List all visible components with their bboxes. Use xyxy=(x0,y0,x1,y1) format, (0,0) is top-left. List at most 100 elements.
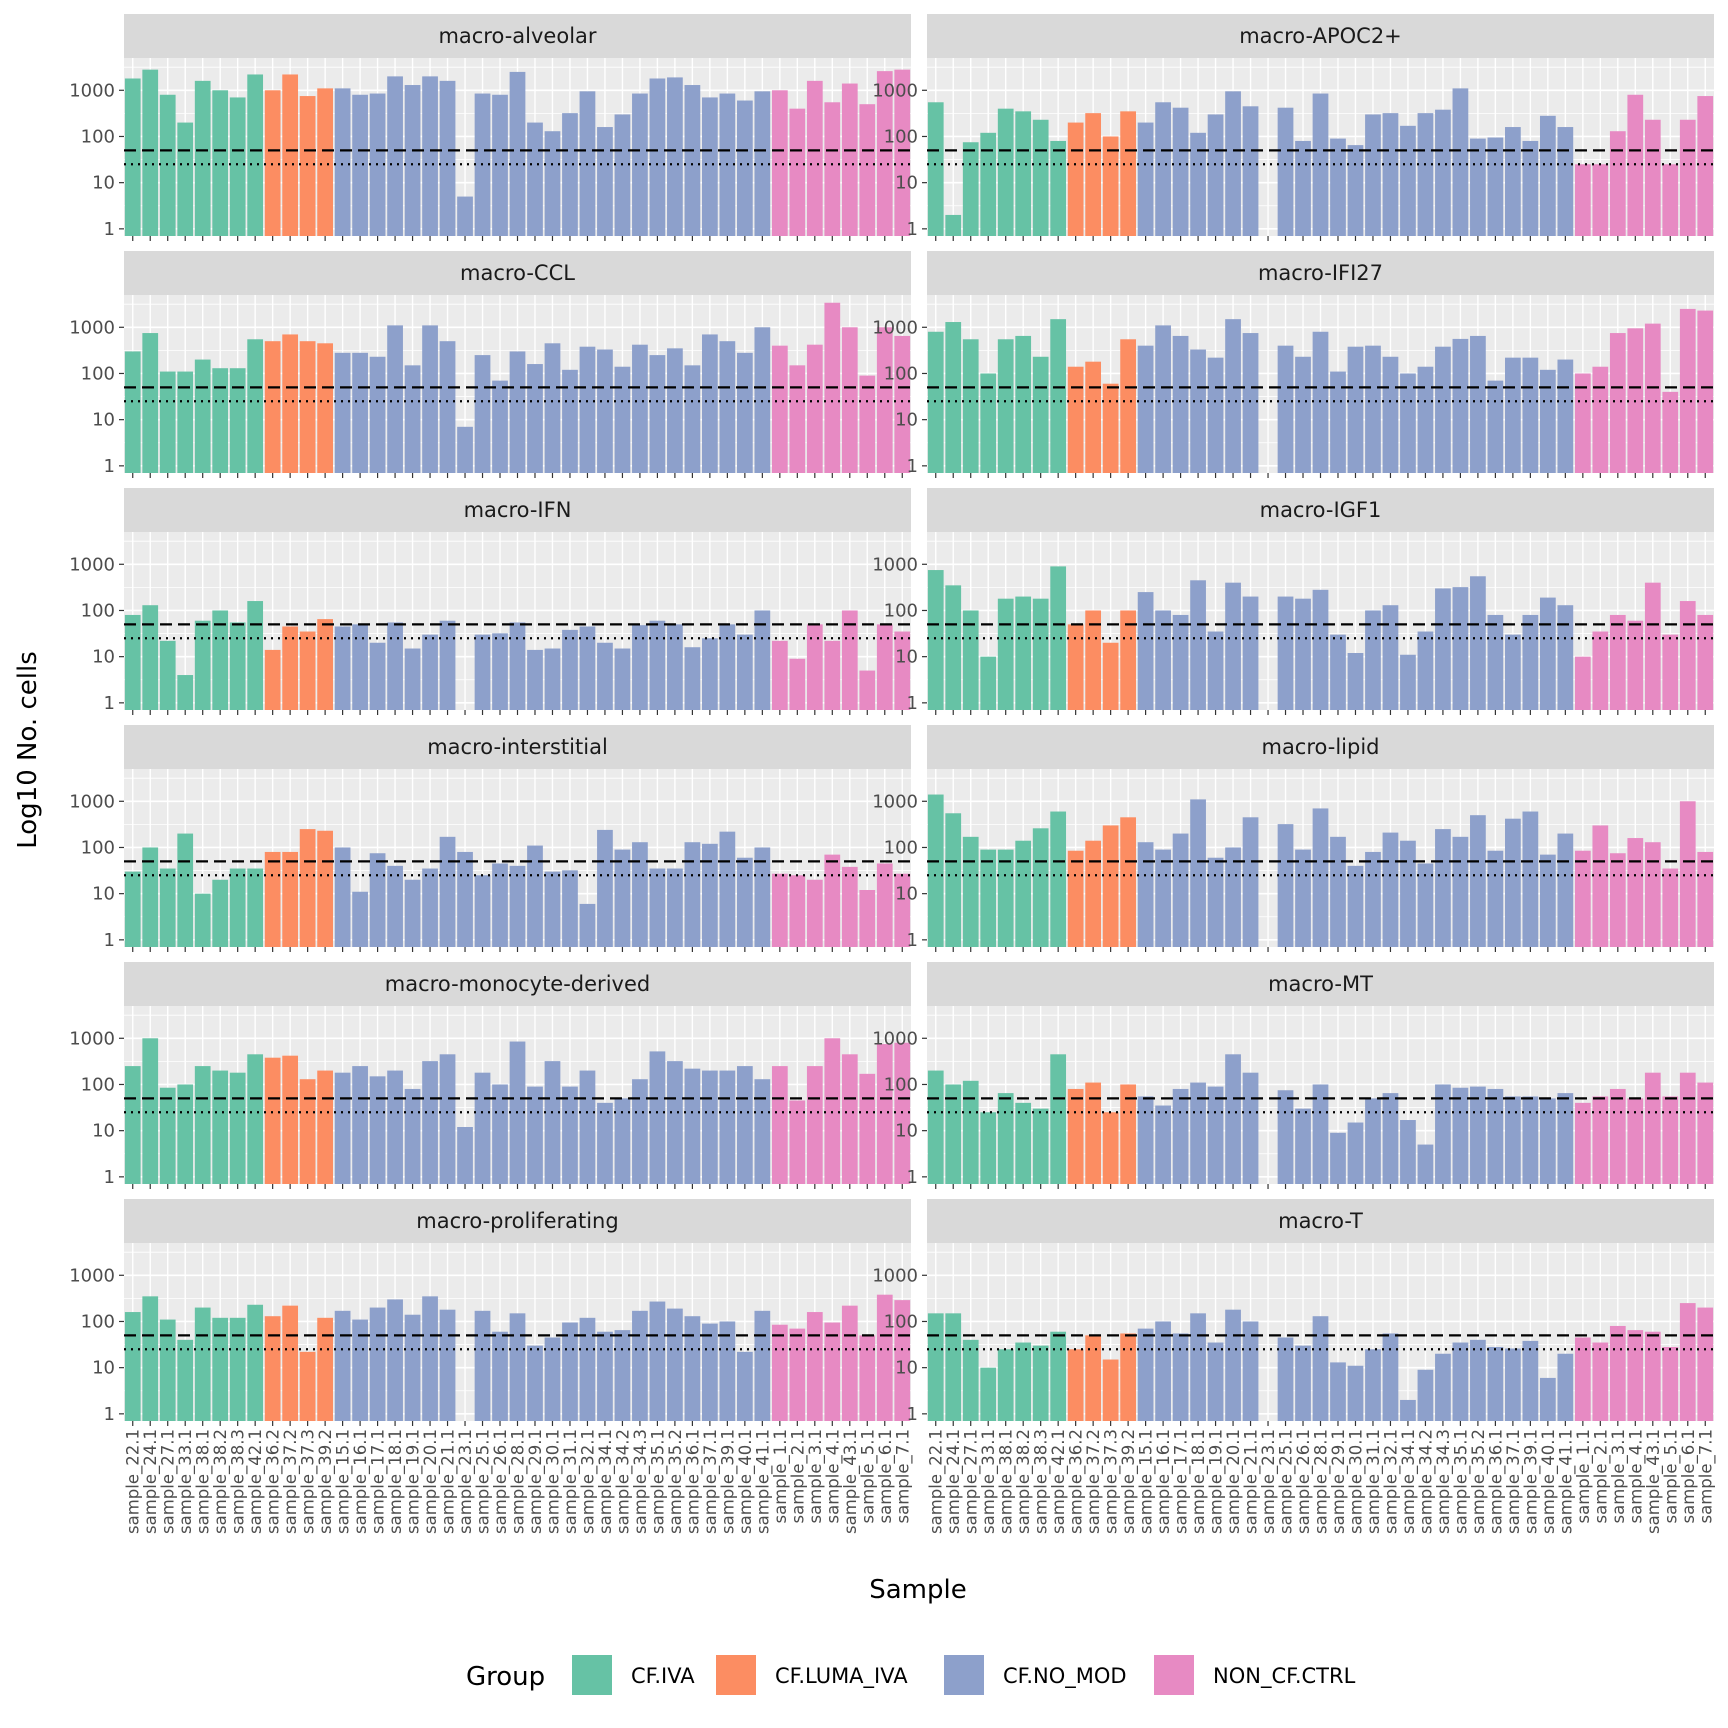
x-tick-label: sample_37.1 xyxy=(1504,1429,1524,1534)
facet-strip-title: macro-proliferating xyxy=(416,1209,618,1233)
y-tick-label: 10 xyxy=(92,647,115,668)
bar xyxy=(1662,868,1679,947)
bar xyxy=(1347,1122,1364,1184)
bar xyxy=(1172,1333,1189,1421)
bar xyxy=(387,1299,403,1421)
bar xyxy=(1487,137,1504,236)
bar xyxy=(1609,1088,1626,1184)
bar xyxy=(1662,391,1679,473)
y-tick-label: 1 xyxy=(104,219,115,240)
bar xyxy=(369,642,386,710)
bar xyxy=(1277,824,1294,947)
bar xyxy=(841,866,858,947)
bar xyxy=(474,1310,491,1421)
x-tick-label: sample_30.1 xyxy=(543,1429,563,1534)
x-tick-label: sample_38.1 xyxy=(997,1429,1017,1534)
bar xyxy=(194,80,211,236)
x-tick-label: sample_30.1 xyxy=(1346,1429,1366,1534)
bar xyxy=(404,648,421,710)
bar xyxy=(1522,811,1539,947)
bar xyxy=(1487,614,1504,710)
bar xyxy=(1609,333,1626,473)
bar xyxy=(1365,851,1381,947)
bar xyxy=(527,1086,543,1184)
bar xyxy=(159,868,176,947)
bar xyxy=(927,794,944,947)
bar xyxy=(684,842,701,947)
facet-panel: macro-T 1 10 100 1000 xyxy=(872,1199,1714,1426)
bar xyxy=(789,875,806,947)
bar xyxy=(962,339,979,473)
bar xyxy=(1190,132,1206,236)
bar xyxy=(229,97,246,237)
bar xyxy=(1644,582,1661,710)
x-tick-label: sample_20.1 xyxy=(1224,1429,1244,1534)
bar xyxy=(1172,614,1189,710)
y-tick-label: 100 xyxy=(884,363,918,384)
bar xyxy=(945,813,962,947)
bar xyxy=(1347,145,1364,236)
y-tick-label: 100 xyxy=(884,126,918,147)
facet-panel: macro-IFN 1 10 100 1000 xyxy=(69,488,911,715)
bar xyxy=(649,620,666,710)
bar xyxy=(754,847,771,947)
bar xyxy=(1505,634,1521,710)
bar xyxy=(824,640,841,710)
bar xyxy=(1032,828,1049,947)
bar xyxy=(876,1044,893,1184)
facet-panel: macro-proliferating 1 10 100 1000 xyxy=(69,1199,911,1426)
bar xyxy=(1085,113,1102,236)
bar xyxy=(422,868,438,947)
y-tick-label: 1 xyxy=(907,456,918,477)
bar xyxy=(1277,1337,1294,1421)
x-tick-label: sample_25.1 xyxy=(474,1429,494,1534)
bar xyxy=(1435,1353,1451,1421)
x-tick-label: sample_42.1 xyxy=(246,1429,266,1534)
bar xyxy=(980,656,997,710)
bar xyxy=(1190,1082,1206,1184)
bar xyxy=(1557,1353,1574,1421)
bar xyxy=(264,1057,281,1184)
bar xyxy=(1505,357,1521,473)
x-tick-label: sample_38.3 xyxy=(1032,1429,1052,1534)
facet-strip xyxy=(124,962,911,1006)
bar xyxy=(667,1061,683,1184)
x-tick-label: sample_31.1 xyxy=(1364,1429,1384,1534)
bar xyxy=(894,1042,911,1184)
bar xyxy=(1662,164,1679,236)
bar xyxy=(177,675,194,710)
bar xyxy=(806,344,823,473)
bar xyxy=(806,624,823,710)
x-tick-label: sample_15.1 xyxy=(1137,1429,1157,1534)
bar xyxy=(771,345,788,473)
bar xyxy=(1679,119,1696,236)
x-tick-label: sample_26.1 xyxy=(1294,1429,1314,1534)
bar xyxy=(667,624,683,710)
y-tick-label: 1 xyxy=(104,693,115,714)
bar xyxy=(789,1328,806,1421)
bar xyxy=(859,1335,876,1421)
bar xyxy=(1627,620,1644,710)
bar xyxy=(1225,582,1241,710)
bar xyxy=(997,339,1014,473)
bar xyxy=(1557,359,1574,473)
bar xyxy=(1400,373,1416,473)
bar xyxy=(1050,1054,1067,1184)
y-tick-label: 1 xyxy=(907,1404,918,1425)
bar xyxy=(334,847,351,947)
bar xyxy=(212,1070,229,1184)
bar xyxy=(667,77,683,237)
bar xyxy=(1102,825,1119,947)
x-tick-label: sample_37.2 xyxy=(1084,1429,1104,1534)
y-tick-label: 10 xyxy=(92,410,115,431)
bar xyxy=(1172,107,1189,236)
facet-strip xyxy=(124,1199,911,1243)
bar xyxy=(1382,1093,1399,1184)
facet-panel: macro-APOC2+ 1 10 100 1000 xyxy=(872,14,1714,241)
bar xyxy=(1452,836,1469,947)
bar xyxy=(177,371,194,473)
bar xyxy=(1382,356,1399,473)
x-tick-label: sample_29.1 xyxy=(1329,1429,1349,1534)
bar xyxy=(789,365,806,473)
